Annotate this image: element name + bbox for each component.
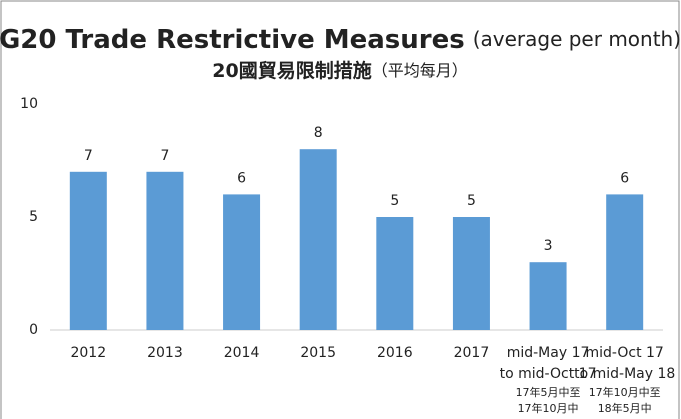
x-tick-label: 2013	[147, 345, 183, 361]
x-tick-label: to mid-May 18	[574, 366, 675, 382]
data-label: 6	[237, 170, 246, 186]
data-label: 8	[314, 125, 323, 141]
x-tick-label: mid-May 17	[507, 345, 590, 361]
x-tick-label: 2012	[70, 345, 106, 361]
data-label: 7	[84, 148, 93, 164]
y-tick-label: 10	[20, 96, 38, 112]
x-tick-label: 2015	[300, 345, 336, 361]
y-tick-label: 0	[29, 322, 38, 338]
subtitle-note: （平均每月）	[372, 61, 468, 80]
x-tick-label: 18年5月中	[598, 401, 652, 415]
data-label: 5	[390, 193, 399, 209]
data-label: 3	[544, 238, 553, 254]
bar	[529, 262, 567, 330]
bar	[146, 171, 184, 330]
chart-subtitle: 20國貿易限制措施（平均每月）	[212, 59, 467, 82]
data-label: 7	[160, 148, 169, 164]
x-tick-label: 17年5月中至	[516, 385, 581, 399]
x-tick-label: 2014	[224, 345, 260, 361]
data-label: 5	[467, 193, 476, 209]
x-tick-label: 17年10月中	[518, 401, 579, 415]
bar	[452, 217, 490, 330]
subtitle-main: 20國貿易限制措施	[212, 59, 371, 82]
data-label: 6	[620, 170, 629, 186]
y-tick-label: 5	[29, 209, 38, 225]
bar	[606, 194, 644, 330]
x-tick-label: mid-Oct 17	[586, 345, 664, 361]
x-tick-label: 17年10月中至	[589, 385, 661, 399]
x-tick-label: 2016	[377, 345, 413, 361]
chart-title: G20 Trade Restrictive Measures (average p…	[0, 25, 681, 55]
bar	[223, 194, 261, 330]
bar	[69, 171, 107, 330]
bar	[299, 149, 337, 330]
x-tick-label: 2017	[454, 345, 490, 361]
title-main: G20 Trade Restrictive Measures	[0, 25, 465, 55]
x-tick-label: to mid-Oct 17	[500, 366, 597, 382]
bar	[376, 217, 414, 330]
title-note: (average per month)	[473, 27, 681, 51]
